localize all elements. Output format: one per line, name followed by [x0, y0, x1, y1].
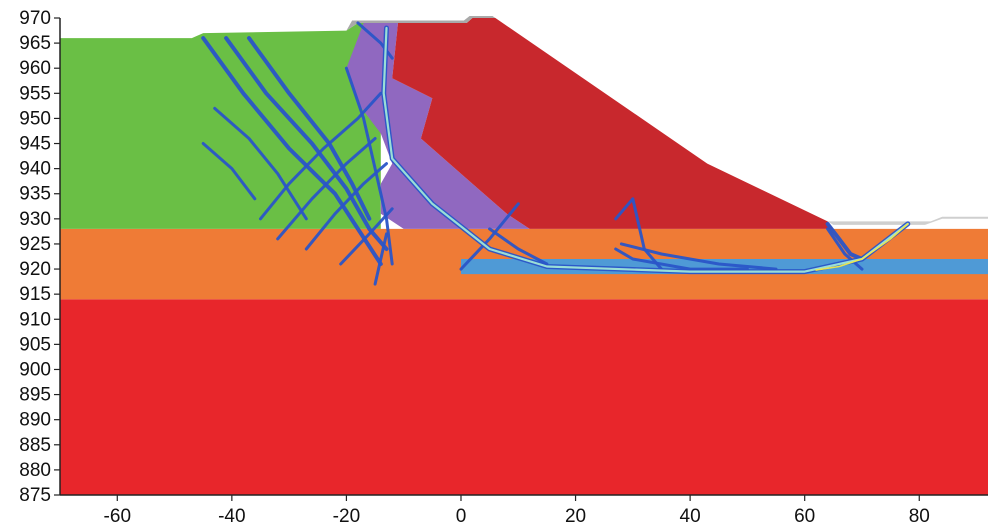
shear-band: [201, 142, 257, 201]
shear-band: [344, 66, 394, 266]
y-tick-label: 920: [19, 259, 51, 280]
y-tick-label: 965: [19, 33, 51, 54]
y-tick-label: 945: [19, 134, 51, 155]
y-tick-label: 970: [19, 8, 51, 29]
y-tick-label: 890: [19, 410, 51, 431]
shear-band: [619, 242, 778, 271]
y-tick-label: 960: [19, 58, 51, 79]
shear-band: [356, 21, 394, 60]
y-tick-label: 925: [19, 234, 51, 255]
x-tick-label: -60: [104, 506, 131, 527]
layer-toe-fill: [827, 216, 988, 225]
layer-bedrock: [60, 299, 988, 495]
shear-band-core: [815, 223, 909, 271]
y-tick-label: 900: [19, 359, 51, 380]
y-tick-label: 930: [19, 209, 51, 230]
shear-band: [339, 207, 394, 266]
shear-strain-bands: [201, 21, 911, 286]
y-tick-label: 905: [19, 334, 51, 355]
y-tick-label: 875: [19, 485, 51, 506]
y-tick-label: 885: [19, 435, 51, 456]
shear-band: [825, 221, 864, 261]
shear-band: [213, 106, 308, 221]
x-tick-label: -40: [218, 506, 245, 527]
layer-purple-zone: [346, 23, 530, 229]
shear-band: [826, 227, 864, 271]
x-tick-label: 80: [909, 506, 930, 527]
x-tick-label: 60: [794, 506, 815, 527]
shear-band: [276, 137, 377, 241]
shear-band-core: [382, 26, 909, 273]
shear-band: [201, 36, 383, 266]
x-tick-label: -20: [333, 506, 360, 527]
y-tick-label: 910: [19, 309, 51, 330]
layer-crest-cap: [346, 16, 496, 31]
shear-band: [459, 202, 520, 271]
shear-band: [614, 197, 663, 271]
y-tick-label: 940: [19, 159, 51, 180]
layer-dam-body: [392, 18, 834, 229]
y-axis-ticks: 970 965 960 955 950 945 940 935 930 925 920 915 910 9…: [19, 8, 60, 506]
y-tick-label: 935: [19, 184, 51, 205]
shear-band: [614, 247, 749, 271]
y-tick-label: 880: [19, 460, 51, 481]
x-tick-label: 0: [456, 506, 467, 527]
material-layers: [60, 16, 988, 495]
shear-band: [488, 227, 549, 266]
shear-band: [373, 232, 388, 286]
x-tick-label: 40: [680, 506, 701, 527]
shear-band: [259, 91, 383, 221]
y-tick-label: 955: [19, 83, 51, 104]
layer-green-slope: [60, 23, 381, 229]
y-tick-label: 915: [19, 284, 51, 305]
y-tick-label: 950: [19, 108, 51, 129]
y-tick-label: 895: [19, 385, 51, 406]
x-tick-label: 20: [565, 506, 586, 527]
axes: [59, 18, 988, 496]
x-axis-ticks: -60 -40 -20 0 20 40 60 80: [104, 495, 930, 527]
